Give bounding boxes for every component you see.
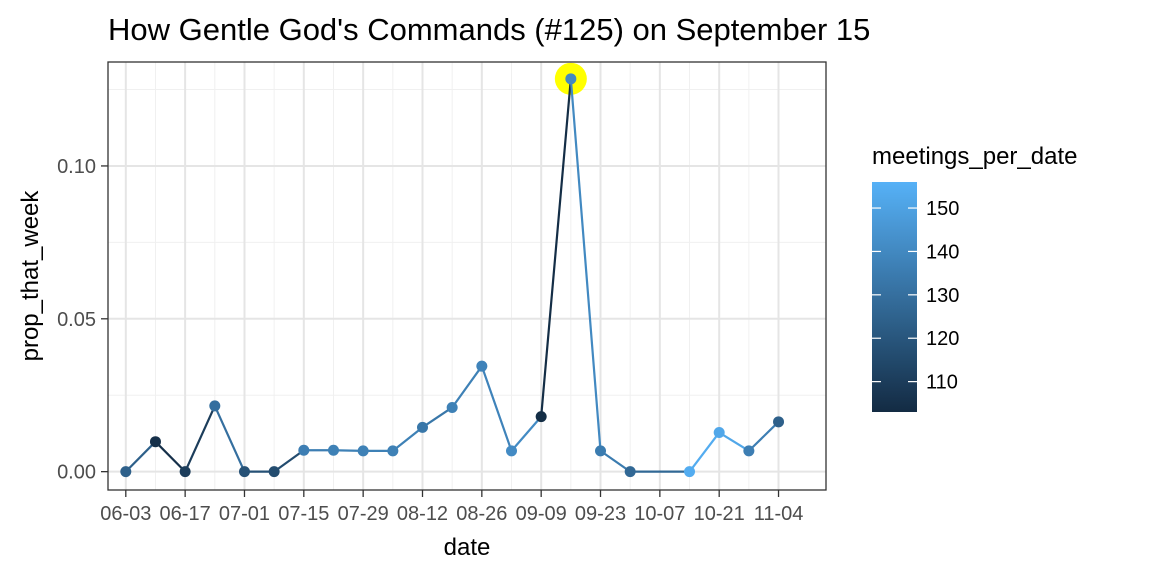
legend-tick-label: 110 — [926, 372, 958, 394]
data-point — [120, 466, 132, 478]
data-point — [713, 427, 725, 439]
x-tick-label: 09-23 — [575, 503, 626, 525]
data-point — [624, 466, 636, 478]
series-line-segment — [747, 420, 780, 452]
x-tick-label: 07-15 — [278, 503, 329, 525]
data-point — [357, 445, 369, 457]
series-line-segment — [480, 365, 513, 452]
series-line-segment — [451, 365, 483, 409]
data-point — [743, 445, 755, 457]
x-tick-label: 07-29 — [338, 503, 389, 525]
x-tick-label: 08-26 — [456, 503, 507, 525]
legend-tick-label: 130 — [926, 285, 959, 307]
series-line-segment — [718, 431, 750, 452]
series — [120, 62, 785, 478]
series-line-segment — [569, 77, 602, 452]
data-point — [535, 411, 547, 423]
data-point — [595, 445, 607, 457]
series-line-segment — [124, 440, 157, 473]
data-point — [387, 445, 399, 457]
data-point — [268, 466, 280, 478]
x-axis-title: date — [444, 534, 491, 561]
y-axis: 0.00 0.05 0.10 — [57, 156, 108, 484]
legend-colorbar — [872, 182, 917, 412]
data-point — [327, 444, 339, 456]
plot-panel — [108, 62, 826, 490]
legend-title: meetings_per_date — [872, 143, 1077, 170]
data-point — [565, 73, 577, 85]
legend-tick-label: 120 — [926, 328, 959, 350]
data-point — [179, 466, 191, 478]
grid-lines — [108, 62, 826, 490]
x-tick-label: 10-07 — [634, 503, 685, 525]
series-line-segment — [510, 415, 543, 452]
plot-area — [107, 61, 827, 491]
series-line-segment — [688, 431, 721, 473]
series-line-segment — [273, 449, 305, 473]
y-tick-label: 0.00 — [57, 462, 96, 484]
data-point — [773, 416, 785, 428]
data-point — [238, 466, 250, 478]
series-line-segment — [421, 406, 454, 429]
data-point — [476, 360, 488, 372]
data-point — [446, 401, 458, 413]
y-tick-label: 0.05 — [57, 309, 96, 331]
plot-border — [107, 61, 827, 491]
y-tick-label: 0.10 — [57, 156, 96, 178]
x-tick-label: 09-09 — [516, 503, 567, 525]
series-line-segment — [213, 404, 246, 473]
data-point — [149, 436, 161, 448]
x-axis: 06-03 06-17 07-01 07-15 07-29 08-12 08-26 09-09… — [100, 490, 803, 525]
series-line-segment — [391, 426, 424, 452]
data-point — [416, 421, 428, 433]
data-point — [209, 400, 221, 412]
chart-title: How Gentle God's Commands (#125) on Sept… — [108, 12, 870, 47]
x-tick-label: 06-03 — [100, 503, 151, 525]
series-line-segment — [184, 404, 216, 473]
series-line-segment — [599, 449, 632, 473]
data-point — [684, 466, 696, 478]
legend-tick-label: 140 — [926, 241, 959, 263]
data-point — [298, 444, 310, 456]
series-line-segment — [154, 440, 187, 473]
series-line-segment — [540, 77, 572, 418]
legend: meetings_per_date 110 120 130 140 150 — [872, 143, 1077, 412]
x-tick-label: 06-17 — [160, 503, 211, 525]
legend-tick-label: 150 — [926, 198, 959, 220]
x-tick-label: 08-12 — [397, 503, 448, 525]
x-tick-label: 11-04 — [754, 503, 804, 525]
y-axis-title: prop_that_week — [17, 190, 44, 362]
x-tick-label: 10-21 — [694, 503, 745, 525]
x-tick-label: 07-01 — [219, 503, 270, 525]
data-point — [506, 445, 518, 457]
